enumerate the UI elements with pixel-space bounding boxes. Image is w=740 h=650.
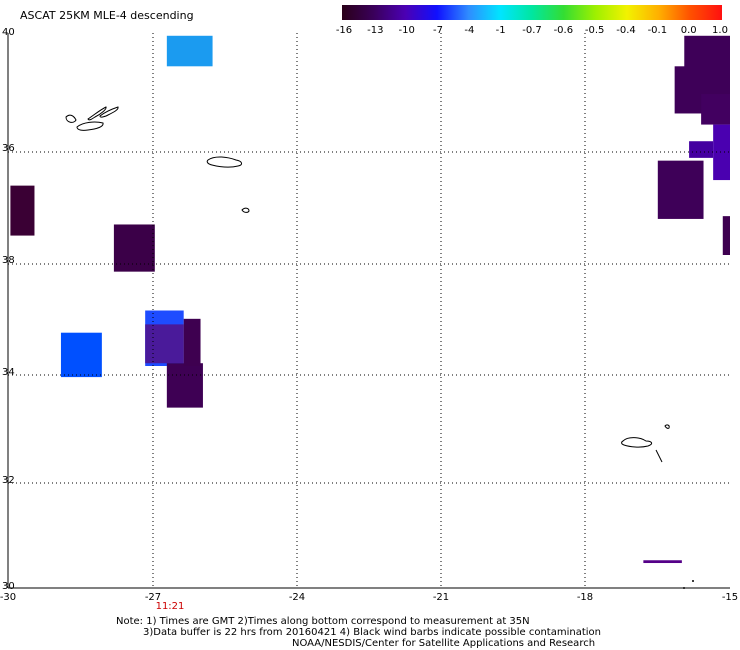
wind-cell (713, 124, 730, 181)
note-line-1: Note: 1) Times are GMT 2)Times along bot… (116, 616, 530, 627)
coastline (621, 437, 653, 448)
colorbar-tick-label: -4 (464, 25, 475, 36)
note-line-2: 3)Data buffer is 22 hrs from 20160421 4)… (143, 627, 601, 638)
colorbar-tick-label: -0.4 (616, 25, 636, 36)
colorbar-tick-label: 0.0 (680, 25, 697, 36)
colorbar-tick-label: -0.5 (584, 25, 605, 36)
y-tick-label: 30 (2, 581, 15, 592)
wind-cell (183, 318, 201, 366)
wind-cell (145, 324, 184, 364)
wind-cell (60, 332, 102, 378)
wind-cell (113, 224, 155, 272)
island-dot (692, 580, 694, 582)
y-tick-label: 40 (2, 27, 15, 38)
wind-cell (722, 216, 730, 255)
x-tick-label: -21 (433, 592, 449, 603)
colorbar-tick-label: -13 (367, 25, 384, 36)
wind-cell (10, 185, 35, 236)
colorbar-tick-label: 1.0 (712, 25, 728, 36)
coastline (76, 121, 104, 131)
colorbar-tick-label: -1 (495, 25, 506, 36)
coastline (206, 156, 243, 168)
colorbar-tick-label: -0.7 (522, 25, 542, 36)
note-line-3: NOAA/NESDIS/Center for Satellite Applica… (292, 638, 596, 649)
colorbar-tick-label: -0.6 (553, 25, 574, 36)
x-tick-label: -30 (0, 592, 16, 603)
wind-cell (643, 560, 682, 564)
x-tick-label: -18 (577, 592, 593, 603)
x-tick-label: -24 (289, 592, 305, 603)
island-dot (683, 587, 685, 589)
x-tick-label: -15 (722, 592, 738, 603)
y-tick-label: 36 (2, 143, 15, 154)
wind-cell (657, 160, 704, 219)
colorbar (342, 5, 722, 20)
y-tick-label: 34 (2, 367, 15, 378)
colorbar-tick-label: -7 (433, 25, 443, 36)
y-tick-label: 32 (2, 475, 15, 486)
colorbar-tick-label: -0.1 (647, 25, 668, 36)
time-label: 11:21 (156, 601, 185, 612)
colorbar-tick-label: -16 (335, 25, 353, 36)
wind-cell (166, 35, 213, 67)
map-title: ASCAT 25KM MLE-4 descending (20, 9, 194, 22)
coastline (99, 106, 119, 118)
wind-cell (166, 363, 203, 408)
coastline (87, 106, 107, 121)
coastline (655, 449, 663, 463)
coastline (664, 424, 670, 429)
coastline (65, 114, 77, 123)
wind-cell (701, 94, 730, 125)
coastline (241, 207, 250, 213)
x-tick-label: -27 (145, 592, 161, 603)
colorbar-tick-label: -10 (398, 25, 415, 36)
wind-cell (689, 141, 714, 158)
y-tick-label: 38 (2, 255, 15, 266)
